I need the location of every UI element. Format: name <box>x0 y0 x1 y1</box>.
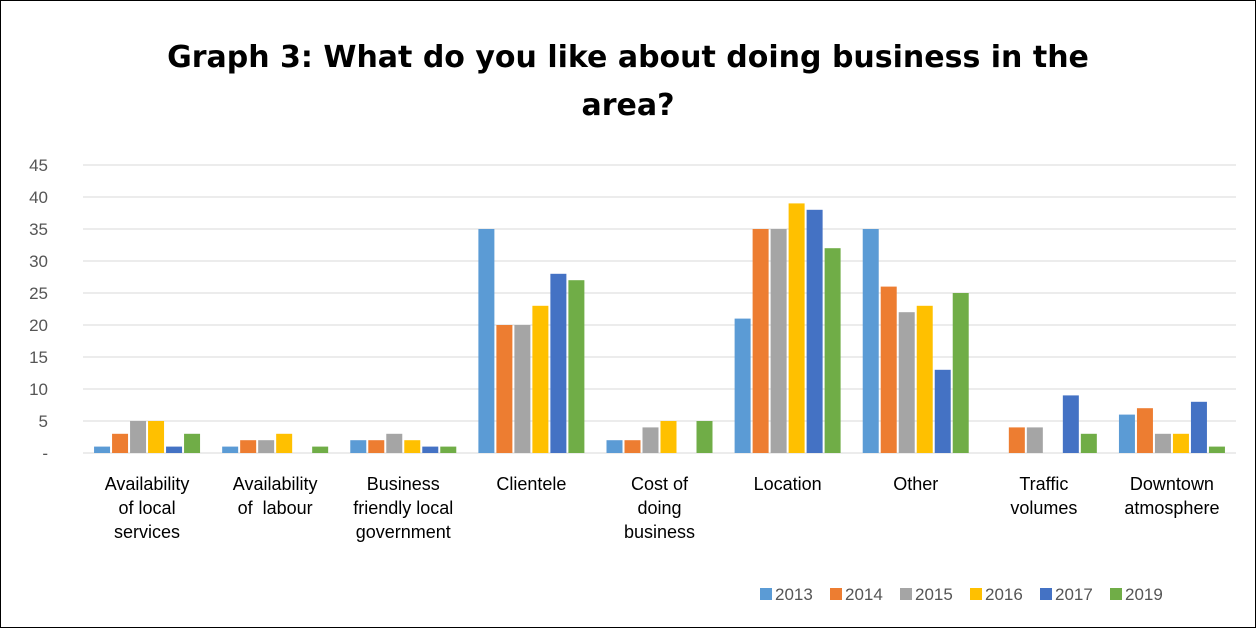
bar <box>350 440 367 453</box>
bar <box>696 421 713 453</box>
x-tick-label: of labour <box>238 498 313 518</box>
bar <box>934 369 951 453</box>
bar <box>478 229 495 453</box>
legend-label: 2013 <box>775 585 813 604</box>
bar <box>862 229 879 453</box>
x-tick-label: Clientele <box>496 474 566 494</box>
legend-label: 2017 <box>1055 585 1093 604</box>
bar <box>404 440 421 453</box>
bar <box>166 446 183 453</box>
bar <box>422 446 439 453</box>
bar <box>496 325 513 453</box>
bar <box>1172 433 1189 453</box>
bar <box>222 446 239 453</box>
y-tick-label: 30 <box>29 252 48 271</box>
x-tick-label: friendly local <box>353 498 453 518</box>
bar <box>916 305 933 453</box>
x-tick-label: doing <box>637 498 681 518</box>
x-tick-label: Location <box>754 474 822 494</box>
bar <box>880 286 897 453</box>
y-tick-label: 35 <box>29 220 48 239</box>
bar <box>440 446 457 453</box>
legend: 2013 2014 2015 2016 2017 2019 <box>760 585 1163 604</box>
bar <box>624 440 641 453</box>
legend-swatch <box>830 588 842 600</box>
legend-swatch <box>970 588 982 600</box>
bar <box>1118 414 1135 453</box>
bar <box>1208 446 1225 453</box>
y-tick-label: 10 <box>29 380 48 399</box>
bar <box>240 440 257 453</box>
bar <box>788 203 805 453</box>
bar <box>532 305 549 453</box>
y-tick-label: 45 <box>29 156 48 175</box>
chart-title-line-2: area? <box>581 88 675 123</box>
bar <box>1062 395 1079 453</box>
bar <box>94 446 111 453</box>
bar <box>514 325 531 453</box>
bar <box>368 440 385 453</box>
x-tick-label: atmosphere <box>1124 498 1219 518</box>
bar <box>734 318 751 453</box>
x-tick-label: volumes <box>1010 498 1077 518</box>
bar <box>312 446 329 453</box>
x-tick-label: Downtown <box>1130 474 1214 494</box>
bar <box>1008 427 1025 453</box>
legend-label: 2016 <box>985 585 1023 604</box>
bar <box>952 293 969 453</box>
x-tick-label: Availability <box>233 474 318 494</box>
x-tick-label: government <box>356 522 451 542</box>
chart-title-line-1: Graph 3: What do you like about doing bu… <box>167 40 1089 75</box>
bar <box>1154 433 1171 453</box>
bar <box>642 427 659 453</box>
bar <box>276 433 293 453</box>
x-tick-label: Cost of <box>631 474 689 494</box>
legend-label: 2015 <box>915 585 953 604</box>
x-tick-label: Business <box>367 474 440 494</box>
x-tick-label: Availability <box>105 474 190 494</box>
legend-swatch <box>1110 588 1122 600</box>
y-tick-label: 15 <box>29 348 48 367</box>
bar <box>386 433 403 453</box>
x-tick-label: Traffic <box>1019 474 1068 494</box>
y-tick-label: 5 <box>39 412 48 431</box>
y-tick-label: 40 <box>29 188 48 207</box>
x-tick-label: Other <box>893 474 938 494</box>
bar <box>770 229 787 453</box>
gridlines <box>83 164 1236 454</box>
bar <box>1080 433 1097 453</box>
y-tick-label: - <box>42 444 48 463</box>
bar <box>606 440 623 453</box>
legend-label: 2014 <box>845 585 883 604</box>
bar <box>258 440 275 453</box>
y-axis: - 5 10 15 20 25 30 35 40 45 <box>29 156 48 463</box>
x-tick-label: business <box>624 522 695 542</box>
legend-label: 2019 <box>1125 585 1163 604</box>
bar <box>824 248 841 453</box>
legend-swatch <box>900 588 912 600</box>
y-tick-label: 20 <box>29 316 48 335</box>
bars <box>94 203 1225 453</box>
bar <box>112 433 129 453</box>
bar <box>1136 408 1153 453</box>
x-axis: Availability of local services Availability… <box>105 474 1220 542</box>
bar <box>184 433 201 453</box>
x-tick-label: services <box>114 522 180 542</box>
y-tick-label: 25 <box>29 284 48 303</box>
bar <box>148 421 165 453</box>
legend-swatch <box>1040 588 1052 600</box>
bar <box>550 273 567 453</box>
x-tick-label: of local <box>119 498 176 518</box>
bar <box>806 209 823 453</box>
bar <box>898 312 915 453</box>
bar <box>1190 401 1207 453</box>
bar <box>568 280 585 453</box>
bar <box>752 229 769 453</box>
bar <box>660 421 677 453</box>
legend-swatch <box>760 588 772 600</box>
bar <box>130 421 147 453</box>
bar <box>1026 427 1043 453</box>
